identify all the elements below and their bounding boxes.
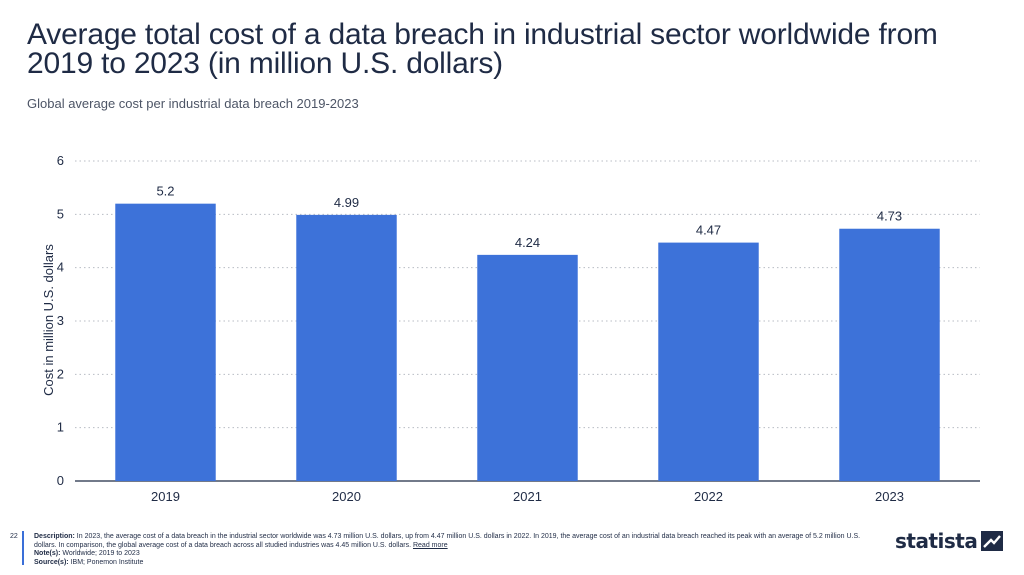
bar-2020[interactable]	[296, 214, 397, 481]
bar-2023[interactable]	[839, 228, 940, 481]
sources-label: Source(s):	[34, 558, 69, 566]
statista-logo-icon	[981, 531, 1004, 551]
chart-title: Average total cost of a data breach in i…	[27, 18, 938, 80]
y-tick-label: 1	[57, 420, 64, 435]
data-label: 4.99	[334, 195, 359, 210]
y-axis-label: Cost in million U.S. dollars	[41, 244, 56, 396]
y-tick-label: 0	[57, 473, 64, 488]
x-tick-label: 2020	[332, 489, 361, 504]
y-tick-label: 2	[57, 366, 64, 381]
bar-2022[interactable]	[658, 242, 759, 481]
notes-text: Worldwide; 2019 to 2023	[62, 550, 140, 557]
bar-chart: 0 1 2 3 4 5 6 5.2 2019 4.99 2020 4.24 2021 4.47 2022 4.…	[41, 153, 980, 504]
data-label: 4.24	[515, 235, 540, 250]
read-more-link[interactable]: Read more	[412, 541, 448, 549]
data-label: 5.2	[156, 184, 174, 199]
footer-notes: Description: In 2023, the average cost o…	[34, 533, 864, 567]
y-tick-label: 5	[57, 206, 64, 221]
bar-2021[interactable]	[477, 254, 578, 481]
notes-line: Note(s): Worldwide; 2019 to 2023	[34, 550, 864, 559]
sources-text: IBM; Ponemon Institute	[70, 558, 144, 566]
x-tick-label: 2021	[513, 489, 542, 504]
statista-brand[interactable]: statista	[895, 529, 1004, 553]
sources-line: Source(s): IBM; Ponemon Institute	[34, 559, 864, 568]
chart-subtitle: Global average cost per industrial data …	[27, 96, 359, 111]
x-tick-label: 2023	[875, 489, 904, 504]
x-tick-label: 2022	[694, 489, 723, 504]
page-marker	[22, 531, 24, 565]
description-line: Description: In 2023, the average cost o…	[34, 533, 864, 550]
page-number: 22	[10, 533, 18, 540]
description-text: In 2023, the average cost of a data brea…	[34, 533, 861, 549]
x-tick-label: 2019	[151, 489, 180, 504]
notes-label: Note(s):	[34, 550, 61, 557]
y-tick-label: 6	[57, 153, 64, 168]
brand-name: statista	[895, 529, 978, 553]
description-label: Description:	[34, 533, 75, 540]
y-tick-label: 3	[57, 313, 64, 328]
y-tick-label: 4	[57, 260, 64, 275]
bar-2019[interactable]	[115, 203, 216, 481]
data-label: 4.73	[877, 209, 902, 224]
data-label: 4.47	[696, 223, 721, 238]
